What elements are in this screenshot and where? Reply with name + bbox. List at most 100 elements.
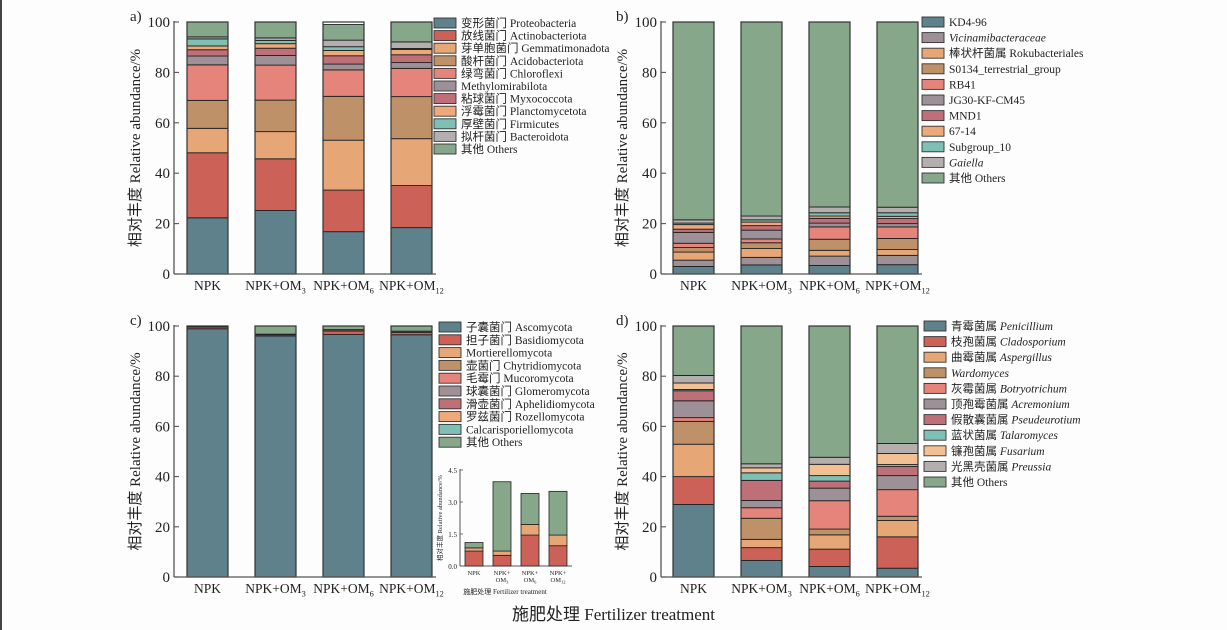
bar-segment	[672, 325, 715, 376]
inset-x-tick-label-line2: OM3	[496, 577, 509, 585]
bar-segment	[186, 99, 229, 129]
inset-x-tick-label: NPK+	[522, 570, 539, 577]
panel-a: a)NPK NPK+OM3 NPK+OM6 NPK+OM12020406080100相…	[127, 9, 610, 295]
x-tick-label-base: NPK+OM	[313, 581, 369, 596]
bar-segment	[808, 206, 851, 214]
bar-segment	[322, 69, 365, 97]
y-axis-label: 相对丰度 Relative abundance/%	[614, 49, 631, 247]
legend-label: RB41	[949, 79, 976, 91]
inset-y-tick-label: 1.5	[448, 531, 457, 539]
bar-segment	[740, 248, 783, 258]
legend-label: 青霉菌属 Penicillium	[951, 320, 1053, 333]
legend-swatch	[923, 414, 947, 426]
inset-bar-segment	[492, 550, 512, 556]
inset-bar-segment	[492, 481, 512, 552]
bar-segment	[254, 47, 297, 56]
bar-segment	[808, 456, 851, 465]
inset-x-tick-subscript: 6	[534, 580, 537, 585]
bar-segment	[186, 328, 229, 578]
bar-segment	[876, 536, 919, 569]
x-tick-label: NPK	[680, 581, 707, 596]
y-tick-label: 40	[642, 166, 657, 182]
bar-segment	[740, 238, 783, 244]
y-tick-label: 100	[635, 15, 658, 31]
inset-bar-segment	[520, 493, 540, 525]
inset-x-tick-label: NPK+	[494, 570, 511, 577]
inset-x-tick-base: OM	[496, 577, 507, 584]
legend-swatch	[921, 78, 945, 90]
legend-label: Calcarisporiellomycota	[466, 424, 573, 436]
y-tick-label: 40	[642, 470, 657, 486]
bar-segment	[672, 382, 715, 390]
x-tick-label-base: NPK+OM	[313, 278, 369, 293]
legend-swatch	[433, 80, 457, 92]
bar-segment	[390, 325, 433, 332]
y-tick-label: 100	[635, 319, 658, 335]
legend-swatch	[438, 347, 462, 359]
legend-label: 毛霉门 Mucoromycota	[466, 371, 574, 385]
bar-segment	[740, 225, 783, 231]
legend-swatch	[438, 398, 462, 410]
legend-swatch	[433, 143, 457, 155]
bar-segment	[672, 228, 715, 233]
legend-label: 酸杆菌门 Acidobacteriota	[461, 54, 583, 68]
legend-swatch	[433, 55, 457, 67]
bar-segment	[876, 249, 919, 256]
shared-x-axis-label: 施肥处理 Fertilizer treatment	[512, 605, 715, 624]
bar-segment	[672, 390, 715, 402]
x-tick-label: NPK	[194, 278, 221, 293]
inset-y-axis-label: 相对丰度 Relative abundance/%	[435, 474, 444, 561]
left-border-rule	[0, 0, 2, 630]
y-tick-label: 60	[155, 419, 170, 435]
x-tick-label: NPK+OM3	[245, 581, 306, 598]
legend-swatch	[921, 110, 945, 122]
bar-segment	[186, 49, 229, 57]
bar-segment	[254, 21, 297, 39]
panel-label: a)	[130, 9, 142, 25]
bar-segment	[186, 45, 229, 51]
bar-segment	[876, 325, 919, 444]
inset-bar-segment	[548, 545, 568, 567]
bar-segment	[254, 210, 297, 275]
legend-swatch	[438, 372, 462, 384]
legend-label-text: 假散囊菌属	[951, 413, 1011, 427]
bar-segment	[876, 453, 919, 466]
x-tick-label-base: NPK+OM	[245, 278, 301, 293]
legend-swatch	[923, 429, 947, 441]
x-tick-label-base: NPK+OM	[865, 581, 921, 596]
legend-swatch	[921, 32, 945, 44]
x-tick-label: NPK	[680, 278, 707, 293]
bar-segment	[876, 515, 919, 521]
x-tick-label: NPK	[194, 581, 221, 596]
inset-x-axis-label: 施肥处理 Fertilizer treatment	[463, 587, 547, 596]
bar-segment	[390, 138, 433, 186]
legend-label-text: 曲霉菌属	[951, 351, 1000, 364]
bar-segment	[876, 264, 919, 275]
legend-label: Methylomirabilota	[461, 81, 547, 93]
y-tick-label: 0	[650, 267, 658, 283]
bar-segment	[672, 242, 715, 248]
bar-segment	[390, 334, 433, 578]
x-tick-label-base: NPK+OM	[799, 581, 855, 596]
legend-swatch	[433, 93, 457, 105]
inset-bar-segment	[548, 490, 568, 536]
legend-swatch	[923, 476, 947, 488]
bar-segment	[876, 238, 919, 251]
legend-label-text: 灰霉菌属	[951, 381, 1000, 395]
bar-segment	[390, 227, 433, 275]
inset-bar-segment	[548, 534, 568, 547]
legend-swatch	[921, 156, 945, 168]
bar-segment	[254, 64, 297, 101]
panel-label: c)	[130, 313, 142, 329]
bar-segment	[808, 226, 851, 240]
bar-segment	[390, 54, 433, 64]
legend-label: 芽单胞菌门 Gemmatimonadota	[461, 41, 610, 55]
legend-label: JG30-KF-CM45	[949, 95, 1025, 107]
legend-label: Subgroup_10	[949, 142, 1011, 154]
x-tick-label: NPK+OM6	[313, 581, 374, 598]
bar-segment	[876, 212, 919, 217]
x-tick-label-subscript: 6	[856, 589, 860, 598]
bar-segment	[390, 96, 433, 140]
bar-segment	[740, 242, 783, 249]
